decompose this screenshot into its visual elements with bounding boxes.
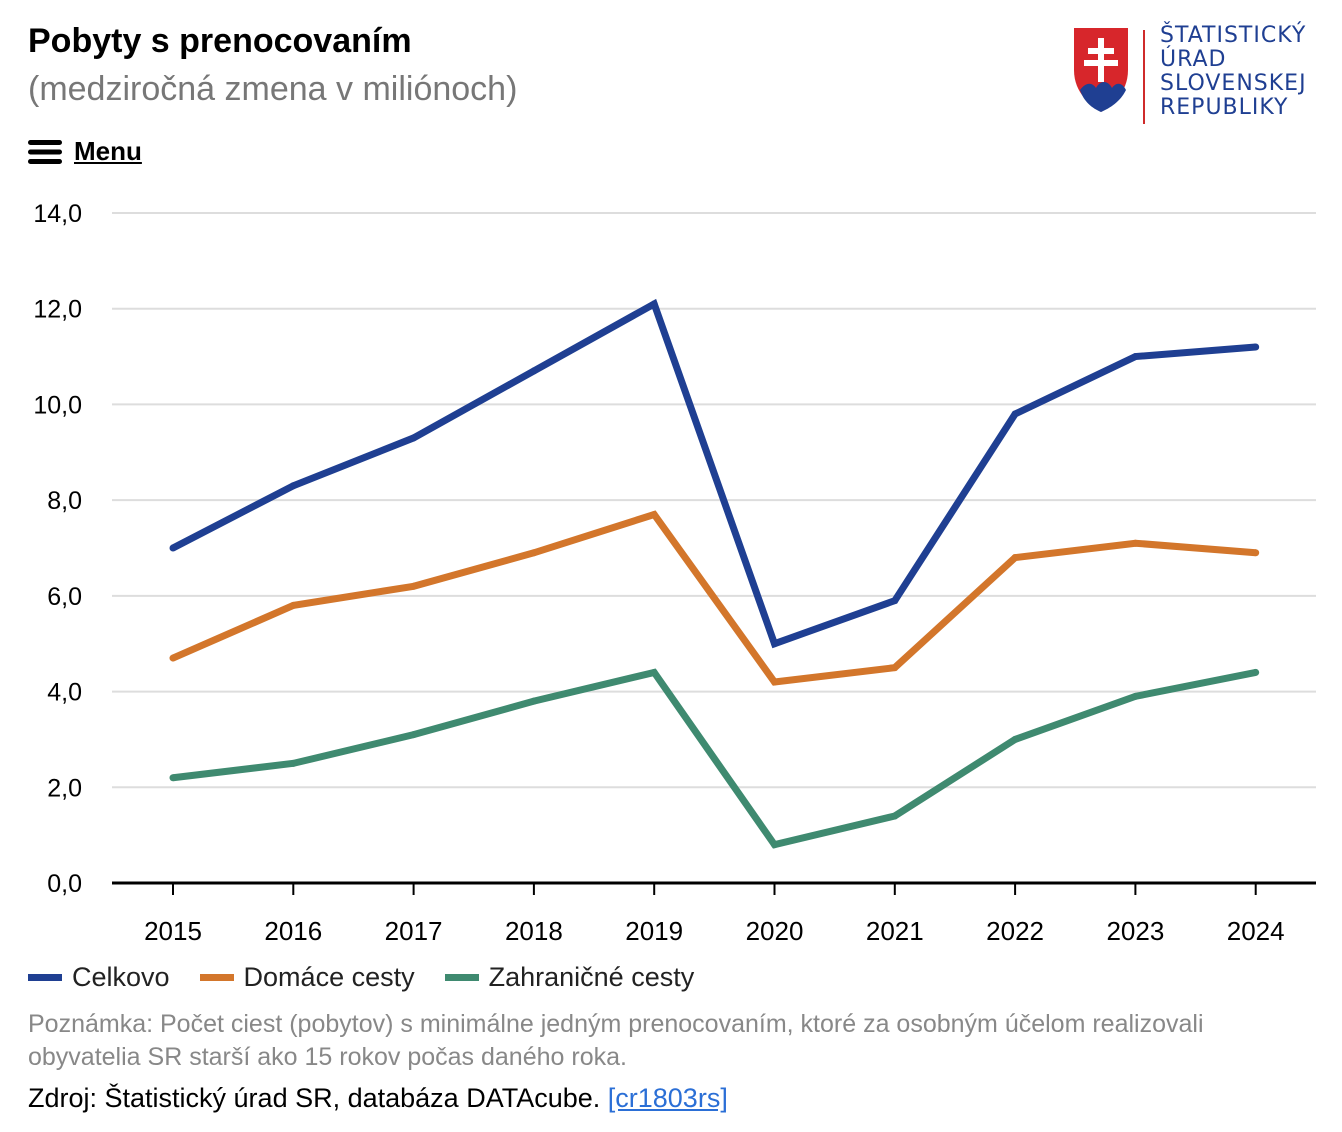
x-tick-label: 2022	[986, 916, 1044, 946]
data-point	[1252, 549, 1260, 557]
y-tick-label: 8,0	[47, 487, 82, 515]
legend-item-domace-cesty[interactable]: Domáce cesty	[199, 962, 415, 993]
slovak-coat-of-arms-logo	[1074, 28, 1128, 112]
x-tick-label: 2015	[144, 916, 202, 946]
y-tick-label: 14,0	[33, 200, 82, 228]
y-tick-label: 4,0	[47, 679, 82, 707]
y-tick-label: 10,0	[33, 391, 82, 419]
y-tick-label: 12,0	[33, 296, 82, 324]
chart-source: Zdroj: Štatistický úrad SR, databáza DAT…	[28, 1083, 728, 1113]
data-point	[169, 774, 177, 782]
data-point	[1131, 692, 1139, 700]
line-chart: 0,0 2,0 4,0 6,0 8,0 10,0 12,0 14,0 2015 2016 2017 2…	[33, 200, 1316, 946]
y-tick-label: 6,0	[47, 583, 82, 611]
data-point	[530, 367, 538, 375]
data-point	[771, 678, 778, 686]
y-tick-label: 0,0	[47, 870, 82, 898]
data-point	[169, 544, 177, 552]
data-point	[530, 697, 538, 705]
data-point	[1252, 668, 1260, 676]
data-point	[650, 511, 658, 518]
legend-item-celkovo[interactable]: Celkovo	[28, 962, 170, 993]
menu-button[interactable]: Menu	[28, 136, 142, 167]
data-point	[891, 597, 899, 605]
legend-swatch	[199, 974, 234, 981]
source-link[interactable]: [cr1803rs]	[607, 1083, 728, 1113]
data-point	[1131, 353, 1139, 361]
series-line-celkovo	[171, 298, 1256, 649]
data-point	[530, 549, 538, 557]
x-tick-label: 2020	[746, 916, 804, 946]
x-tick-label: 2023	[1106, 916, 1164, 946]
data-point	[891, 664, 899, 672]
chart-note: Poznámka: Počet ciest (pobytov) s minimá…	[28, 1010, 1204, 1071]
data-point	[289, 482, 297, 490]
hamburger-icon	[28, 139, 62, 164]
data-point	[891, 812, 899, 820]
legend-swatch	[28, 974, 62, 981]
data-point	[169, 654, 177, 662]
series-line-dom-ce-cesty	[171, 510, 1256, 686]
data-point	[650, 300, 658, 308]
data-point	[1011, 410, 1019, 418]
data-point	[410, 582, 418, 590]
chart-subtitle: (medziročná zmena v miliónoch)	[28, 70, 518, 108]
data-point	[410, 434, 418, 442]
data-point	[650, 668, 658, 676]
chart-legend: Celkovo Domáce cesty Zahraničné cesty	[28, 962, 694, 993]
data-point	[771, 640, 778, 648]
series-line-zahrani-n-cesty	[172, 668, 1257, 849]
menu-label: Menu	[74, 136, 142, 166]
logo-divider	[1143, 30, 1145, 124]
x-tick-label: 2018	[505, 916, 563, 946]
data-point	[1011, 554, 1019, 562]
data-point	[1011, 735, 1019, 743]
x-tick-label: 2017	[385, 916, 443, 946]
x-tick-label: 2024	[1227, 916, 1285, 946]
chart-title: Pobyty s prenocovaním	[28, 22, 412, 60]
y-tick-label: 2,0	[47, 774, 82, 802]
x-tick-label: 2016	[264, 916, 322, 946]
x-tick-label: 2021	[866, 916, 924, 946]
data-point	[289, 759, 297, 767]
x-tick-label: 2019	[625, 916, 683, 946]
data-point	[289, 601, 297, 609]
shield-icon	[1074, 28, 1128, 112]
legend-item-zahranicne-cesty[interactable]: Zahraničné cesty	[444, 962, 694, 993]
data-point	[410, 731, 418, 739]
legend-swatch	[444, 974, 479, 981]
data-point	[1131, 539, 1139, 547]
data-point	[771, 841, 778, 849]
logo-text: ŠTATISTICKÝ ÚRAD SLOVENSKEJ REPUBLIKY	[1160, 23, 1307, 120]
data-point	[1252, 343, 1260, 351]
